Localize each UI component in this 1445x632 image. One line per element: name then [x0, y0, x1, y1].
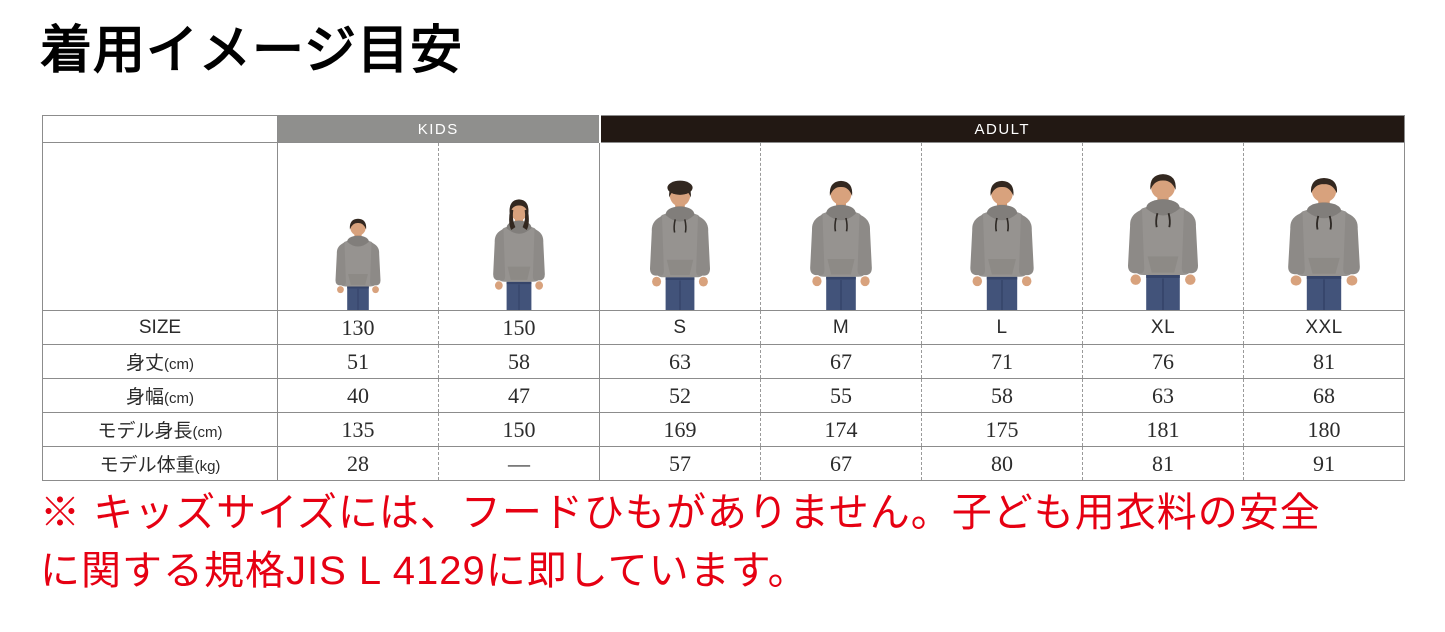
cell-height-s: 169 [599, 412, 761, 447]
cell-width-s: 52 [599, 378, 761, 413]
cell-width-130: 40 [277, 378, 439, 413]
table-row-body-length: 身丈(cm) 51 58 63 67 71 76 81 [42, 344, 1405, 379]
model-photo-s [600, 143, 760, 310]
row-label-model-weight: モデル体重(kg) [99, 455, 221, 476]
cell-weight-s: 57 [599, 446, 761, 481]
table-row-size: SIZE 130 150 S M L XL XXL [42, 310, 1405, 345]
kids-safety-note: ※ キッズサイズには、フードひもがありません。子ども用衣料の安全 に関する規格J… [40, 484, 1420, 600]
cell-weight-150: — [437, 446, 600, 481]
cell-height-l: 175 [921, 412, 1083, 447]
row-label-size: SIZE [138, 316, 182, 338]
cell-height-m: 174 [760, 412, 922, 447]
cell-weight-m: 67 [760, 446, 922, 481]
cell-length-m: 67 [760, 344, 922, 379]
cell-weight-xl: 81 [1082, 446, 1244, 481]
cell-size-m: M [760, 310, 922, 345]
cell-size-s: S [599, 310, 761, 345]
page-title: 着用イメージ目安 [40, 22, 463, 80]
table-row-model-height: モデル身長(cm) 135 150 169 174 175 181 180 [42, 412, 1405, 447]
cell-length-l: 71 [921, 344, 1083, 379]
cell-width-l: 58 [921, 378, 1083, 413]
cell-width-m: 55 [760, 378, 922, 413]
cell-length-xxl: 81 [1243, 344, 1405, 379]
cell-height-xxl: 180 [1243, 412, 1405, 447]
cell-width-150: 47 [437, 378, 600, 413]
note-line-2: に関する規格JIS L 4129に即しています。 [40, 549, 809, 593]
model-photo-150 [439, 143, 599, 310]
cell-weight-130: 28 [277, 446, 439, 481]
photo-row-label-cell [43, 143, 278, 311]
cell-size-150: 150 [437, 310, 600, 345]
cell-length-xl: 76 [1082, 344, 1244, 379]
model-photo-xl [1083, 143, 1243, 310]
note-line-1: ※ キッズサイズには、フードひもがありません。子ども用衣料の安全 [40, 491, 1321, 535]
kids-group-header: KIDS [276, 115, 600, 143]
cell-size-l: L [921, 310, 1083, 345]
cell-height-150: 150 [437, 412, 600, 447]
row-label-model-height: モデル身長(cm) [97, 421, 223, 442]
cell-height-xl: 181 [1082, 412, 1244, 447]
size-chart-table: KIDS ADULT [42, 115, 1406, 481]
corner-cell [42, 115, 278, 143]
cell-length-s: 63 [599, 344, 761, 379]
row-label-body-length: 身丈(cm) [125, 353, 194, 374]
cell-weight-l: 80 [921, 446, 1083, 481]
model-photo-xxl [1244, 143, 1404, 310]
cell-width-xl: 63 [1082, 378, 1244, 413]
table-row-body-width: 身幅(cm) 40 47 52 55 58 63 68 [42, 378, 1405, 413]
cell-weight-xxl: 91 [1243, 446, 1405, 481]
cell-size-130: 130 [277, 310, 439, 345]
model-photo-130 [278, 143, 438, 310]
table-row-model-weight: モデル体重(kg) 28 — 57 67 80 81 91 [42, 446, 1405, 481]
cell-size-xxl: XXL [1243, 310, 1405, 345]
cell-length-130: 51 [277, 344, 439, 379]
cell-length-150: 58 [437, 344, 600, 379]
cell-width-xxl: 68 [1243, 378, 1405, 413]
model-photo-m [761, 143, 921, 310]
adult-group-header: ADULT [598, 115, 1405, 143]
model-photo-l [922, 143, 1082, 310]
cell-height-130: 135 [277, 412, 439, 447]
row-label-body-width: 身幅(cm) [125, 387, 194, 408]
cell-size-xl: XL [1082, 310, 1244, 345]
